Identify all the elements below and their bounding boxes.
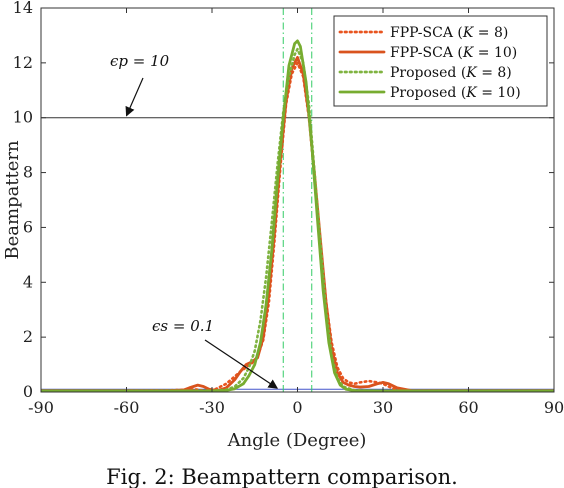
y-tick-label: 10 — [13, 108, 33, 127]
legend-label-0: FPP-SCA (K = 8) — [390, 25, 508, 41]
axis-ticks: -90 -60 -30 0 30 60 90 0 2 4 6 8 10 12 14 — [13, 0, 564, 417]
legend: FPP-SCA (K = 8) FPP-SCA (K = 10) Proposed … — [333, 15, 548, 107]
annotation-eps-p: ϵp = 10 — [110, 52, 170, 117]
x-tick-label: 0 — [292, 398, 302, 417]
figure-caption: Fig. 2: Beampattern comparison. — [106, 465, 458, 488]
x-tick-label: 90 — [544, 398, 564, 417]
x-tick-label: -30 — [199, 398, 225, 417]
y-tick-label: 6 — [23, 217, 33, 236]
y-tick-label: 2 — [23, 327, 33, 346]
y-tick-label: 14 — [13, 0, 33, 17]
y-tick-label: 4 — [23, 272, 33, 291]
x-tick-label: -90 — [28, 398, 54, 417]
series-lines — [41, 39, 554, 392]
y-axis-label: Beampattern — [2, 140, 23, 260]
legend-label-1: FPP-SCA (K = 10) — [390, 45, 517, 61]
legend-label-2: Proposed (K = 8) — [390, 65, 512, 81]
x-axis-label: Angle (Degree) — [227, 430, 367, 451]
y-tick-label: 12 — [13, 53, 33, 72]
x-tick-label: -60 — [114, 398, 140, 417]
series-line-1 — [41, 55, 554, 392]
annotation-eps-s: ϵs = 0.1 — [152, 317, 279, 389]
y-tick-label: 0 — [23, 382, 33, 401]
x-tick-label: 30 — [373, 398, 393, 417]
x-tick-label: 60 — [458, 398, 478, 417]
y-tick-label: 8 — [23, 163, 33, 182]
series-line-3 — [41, 39, 554, 392]
annotation-eps-s-label: ϵs = 0.1 — [152, 317, 214, 335]
annotation-eps-p-arrow — [125, 77, 144, 117]
legend-label-3: Proposed (K = 10) — [390, 85, 521, 101]
annotation-eps-p-label: ϵp = 10 — [110, 52, 170, 70]
annotation-eps-s-arrow — [204, 339, 279, 389]
